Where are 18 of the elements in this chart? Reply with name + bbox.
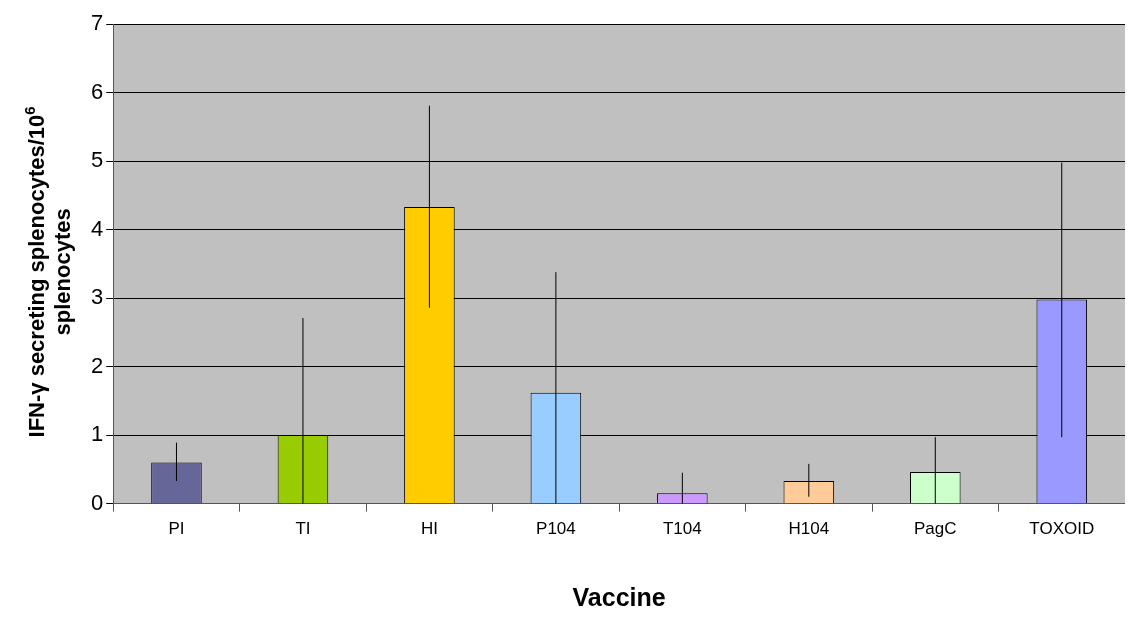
x-tick-label: PI [168,519,185,539]
x-tick-label: PagC [914,519,957,539]
text: IFN-γ secreting splenocytes/106 splenocytes [21,106,75,438]
x-tick-label: TOXOID [1029,519,1095,539]
x-axis-title: Vaccine [572,583,666,611]
y-tick-label: 3 [90,284,104,310]
x-tick-label: TI [295,519,311,539]
y-tick-label: 1 [90,421,104,447]
y-tick-label: 6 [90,78,104,104]
x-tick-label: H104 [788,519,830,539]
y-tick-label: 0 [90,489,104,515]
x-tick-label: P104 [536,519,576,539]
x-tick-label: T104 [662,519,702,539]
y-tick-label: 5 [90,147,104,173]
x-tick-label: HI [420,519,438,539]
y-tick-label: 4 [90,215,104,241]
y-tick-label: 7 [90,10,104,36]
y-tick-label: 2 [90,352,104,378]
